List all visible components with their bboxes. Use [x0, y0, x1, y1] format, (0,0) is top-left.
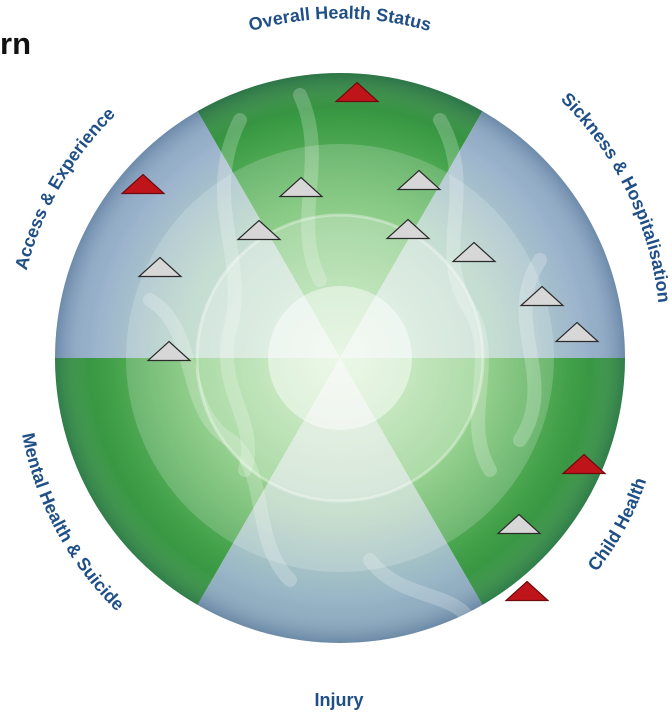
page-title-fragment: rn [0, 26, 31, 61]
indicator-flags [120, 81, 607, 602]
indicator-red-child-health [504, 580, 550, 602]
indicator-red-overall-health-status [334, 81, 380, 103]
indicator-grey-access-experience [137, 256, 183, 278]
indicator-grey-access-experience [146, 340, 192, 362]
indicator-grey-sickness-hospitalisation [554, 321, 600, 343]
indicator-grey-overall-health-status [385, 218, 431, 240]
label-injury: Injury [314, 690, 363, 710]
indicator-grey-overall-health-status [278, 176, 324, 198]
wheel-rim-shading [55, 73, 625, 643]
label-overall-health-status: Overall Health Status [246, 2, 433, 35]
indicator-grey-overall-health-status [236, 219, 282, 241]
indicator-grey-child-health [496, 513, 542, 535]
label-child-health: Child Health [584, 475, 650, 575]
middle-ring [126, 144, 554, 572]
indicator-grey-sickness-hospitalisation [519, 285, 565, 307]
indicator-red-access-experience [120, 173, 166, 195]
center-disc [268, 286, 412, 430]
indicator-red-child-health [561, 453, 607, 475]
inner-ring [195, 213, 485, 503]
indicator-grey-sickness-hospitalisation [451, 241, 497, 263]
indicator-grey-overall-health-status [396, 169, 442, 191]
